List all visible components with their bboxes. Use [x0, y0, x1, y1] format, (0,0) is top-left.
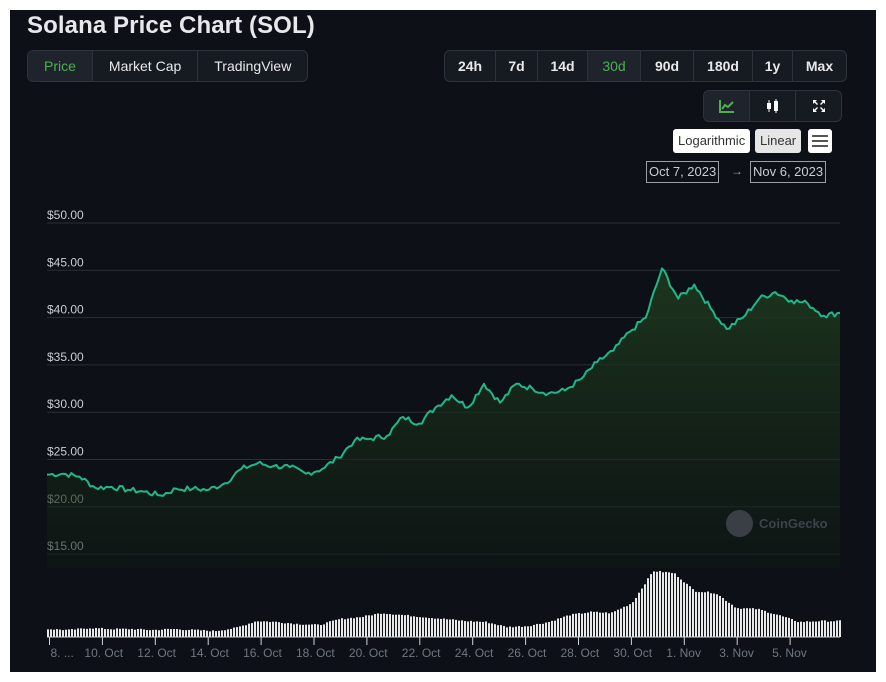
volume-bars — [47, 570, 841, 637]
price-area — [47, 268, 840, 568]
svg-text:$50.00: $50.00 — [47, 208, 84, 222]
linear-scale-button[interactable]: Linear — [755, 129, 802, 153]
svg-text:24. Oct: 24. Oct — [455, 646, 494, 660]
line-chart-button[interactable] — [704, 91, 750, 121]
svg-text:$35.00: $35.00 — [47, 350, 84, 364]
chart-menu-button[interactable] — [808, 129, 832, 153]
svg-text:30. Oct: 30. Oct — [613, 646, 652, 660]
svg-text:$45.00: $45.00 — [47, 255, 84, 269]
range-max[interactable]: Max — [805, 58, 834, 74]
svg-text:$25.00: $25.00 — [47, 445, 84, 459]
svg-text:10. Oct: 10. Oct — [84, 646, 123, 660]
svg-text:18. Oct: 18. Oct — [296, 646, 335, 660]
watermark-text: CoinGecko — [759, 516, 828, 531]
logarithmic-scale-button[interactable]: Logarithmic — [673, 129, 751, 153]
tab-tradingview[interactable]: TradingView — [214, 58, 292, 74]
svg-text:26. Oct: 26. Oct — [508, 646, 547, 660]
range-30d[interactable]: 30d — [588, 51, 641, 81]
svg-text:$40.00: $40.00 — [47, 303, 84, 317]
svg-text:5. Nov: 5. Nov — [772, 646, 807, 660]
line-chart-icon — [718, 100, 734, 113]
svg-text:28. Oct: 28. Oct — [561, 646, 600, 660]
date-range-arrow-icon: → — [731, 164, 743, 178]
price-line — [46, 267, 841, 497]
candlestick-icon — [766, 99, 778, 113]
svg-text:14. Oct: 14. Oct — [190, 646, 229, 660]
coingecko-watermark: CoinGecko — [726, 510, 828, 537]
svg-text:22. Oct: 22. Oct — [402, 646, 441, 660]
range-1y[interactable]: 1y — [753, 51, 793, 81]
svg-text:$30.00: $30.00 — [47, 397, 84, 411]
range-90d[interactable]: 90d — [641, 51, 694, 81]
svg-text:12. Oct: 12. Oct — [137, 646, 176, 660]
hamburger-icon — [812, 135, 828, 137]
fullscreen-button[interactable] — [796, 91, 841, 121]
candlestick-button[interactable] — [750, 91, 796, 121]
svg-text:8. ...: 8. ... — [51, 646, 74, 660]
tab-price[interactable]: Price — [28, 51, 93, 81]
fullscreen-icon — [812, 100, 825, 112]
svg-text:20. Oct: 20. Oct — [349, 646, 388, 660]
hamburger-icon-bar — [812, 140, 828, 142]
range-180d[interactable]: 180d — [694, 51, 753, 81]
svg-text:1. Nov: 1. Nov — [666, 646, 701, 660]
range-7d[interactable]: 7d — [496, 51, 538, 81]
hamburger-icon-bar — [812, 145, 828, 147]
date-to-input[interactable]: Nov 6, 2023 — [750, 161, 827, 183]
svg-text:16. Oct: 16. Oct — [243, 646, 282, 660]
x-axis-ticks: 8. ... 10. Oct 12. Oct 14. Oct 16. Oct 18. Oc… — [49, 637, 807, 660]
coingecko-logo-icon — [726, 510, 753, 537]
svg-text:3. Nov: 3. Nov — [719, 646, 754, 660]
chart-type-selector — [703, 90, 842, 122]
time-range-selector: 24h 7d 14d 30d 90d 180d 1y Max — [444, 50, 847, 82]
page-title: Solana Price Chart (SOL) — [27, 12, 315, 39]
date-from-input[interactable]: Oct 7, 2023 — [646, 161, 720, 183]
view-tabs: Price Market Cap TradingView — [27, 50, 309, 82]
tab-market-cap[interactable]: Market Cap — [93, 51, 199, 81]
range-24h[interactable]: 24h — [445, 51, 496, 81]
range-14d[interactable]: 14d — [538, 51, 588, 81]
